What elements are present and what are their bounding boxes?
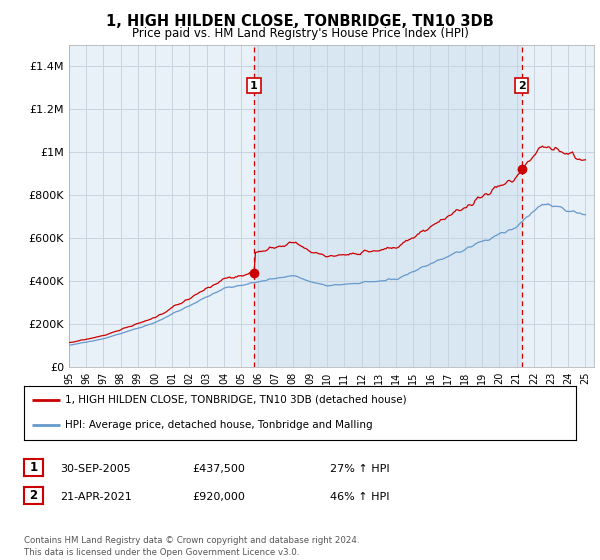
Text: Price paid vs. HM Land Registry's House Price Index (HPI): Price paid vs. HM Land Registry's House … — [131, 27, 469, 40]
Text: Contains HM Land Registry data © Crown copyright and database right 2024.
This d: Contains HM Land Registry data © Crown c… — [24, 536, 359, 557]
Text: 1: 1 — [29, 461, 38, 474]
Text: 1, HIGH HILDEN CLOSE, TONBRIDGE, TN10 3DB: 1, HIGH HILDEN CLOSE, TONBRIDGE, TN10 3D… — [106, 14, 494, 29]
Text: 2: 2 — [518, 81, 526, 91]
Text: £437,500: £437,500 — [192, 464, 245, 474]
Text: 2: 2 — [29, 489, 38, 502]
Text: 46% ↑ HPI: 46% ↑ HPI — [330, 492, 389, 502]
Text: 1, HIGH HILDEN CLOSE, TONBRIDGE, TN10 3DB (detached house): 1, HIGH HILDEN CLOSE, TONBRIDGE, TN10 3D… — [65, 395, 407, 405]
Bar — [254, 45, 522, 367]
Text: 30-SEP-2005: 30-SEP-2005 — [60, 464, 131, 474]
Text: 27% ↑ HPI: 27% ↑ HPI — [330, 464, 389, 474]
Text: 1: 1 — [250, 81, 258, 91]
Text: 21-APR-2021: 21-APR-2021 — [60, 492, 132, 502]
Text: HPI: Average price, detached house, Tonbridge and Malling: HPI: Average price, detached house, Tonb… — [65, 419, 373, 430]
Text: £920,000: £920,000 — [192, 492, 245, 502]
